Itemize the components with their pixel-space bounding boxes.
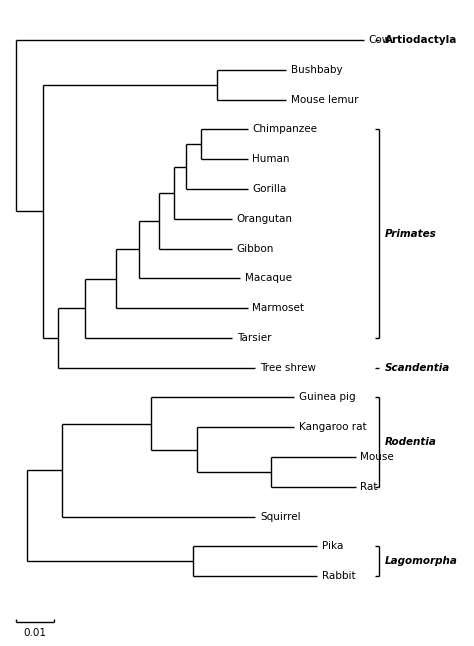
Text: Rat: Rat <box>360 482 378 492</box>
Text: Cow: Cow <box>368 35 391 45</box>
Text: Rodentia: Rodentia <box>385 437 437 447</box>
Text: Primates: Primates <box>385 229 437 238</box>
Text: Macaque: Macaque <box>245 273 292 284</box>
Text: Mouse: Mouse <box>360 452 394 462</box>
Text: Guinea pig: Guinea pig <box>299 393 355 402</box>
Text: Bushbaby: Bushbaby <box>291 65 343 75</box>
Text: Tree shrew: Tree shrew <box>260 362 316 373</box>
Text: Tarsier: Tarsier <box>237 333 271 343</box>
Text: Human: Human <box>252 154 290 164</box>
Text: Gibbon: Gibbon <box>237 244 274 253</box>
Text: Kangaroo rat: Kangaroo rat <box>299 422 366 432</box>
Text: Chimpanzee: Chimpanzee <box>252 124 317 134</box>
Text: Lagomorpha: Lagomorpha <box>385 556 457 567</box>
Text: Pika: Pika <box>322 541 343 552</box>
Text: Squirrel: Squirrel <box>260 512 301 522</box>
Text: Rabbit: Rabbit <box>322 571 356 581</box>
Text: Orangutan: Orangutan <box>237 214 293 224</box>
Text: 0.01: 0.01 <box>24 629 46 638</box>
Text: Mouse lemur: Mouse lemur <box>291 94 358 105</box>
Text: Gorilla: Gorilla <box>252 184 286 194</box>
Text: Artiodactyla: Artiodactyla <box>385 35 457 45</box>
Text: Marmoset: Marmoset <box>252 303 304 313</box>
Text: Scandentia: Scandentia <box>385 362 450 373</box>
